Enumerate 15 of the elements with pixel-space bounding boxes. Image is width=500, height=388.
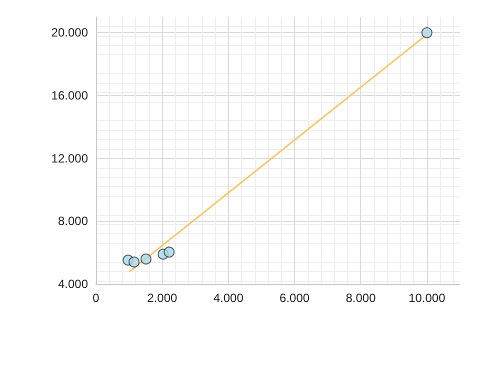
x-tick-label: 4.000 xyxy=(213,291,244,305)
x-tick-label: 6.000 xyxy=(280,291,310,305)
point xyxy=(128,256,140,268)
y-tick-label: 12.000 xyxy=(51,151,88,166)
point xyxy=(140,254,152,265)
point xyxy=(164,246,175,258)
y-tick-label: 20.000 xyxy=(51,26,88,40)
x-tick-label: 0 xyxy=(92,291,100,305)
y-tick-label: 4.000 xyxy=(58,277,88,291)
x-tick-label: 10.000 xyxy=(408,291,446,305)
y-tick-label: 16.000 xyxy=(51,88,88,103)
x-tick-label: 8.000 xyxy=(346,291,376,305)
y-tick-label: 8.000 xyxy=(58,214,88,228)
x-tick-label: 2.000 xyxy=(147,291,178,305)
point xyxy=(421,27,432,38)
